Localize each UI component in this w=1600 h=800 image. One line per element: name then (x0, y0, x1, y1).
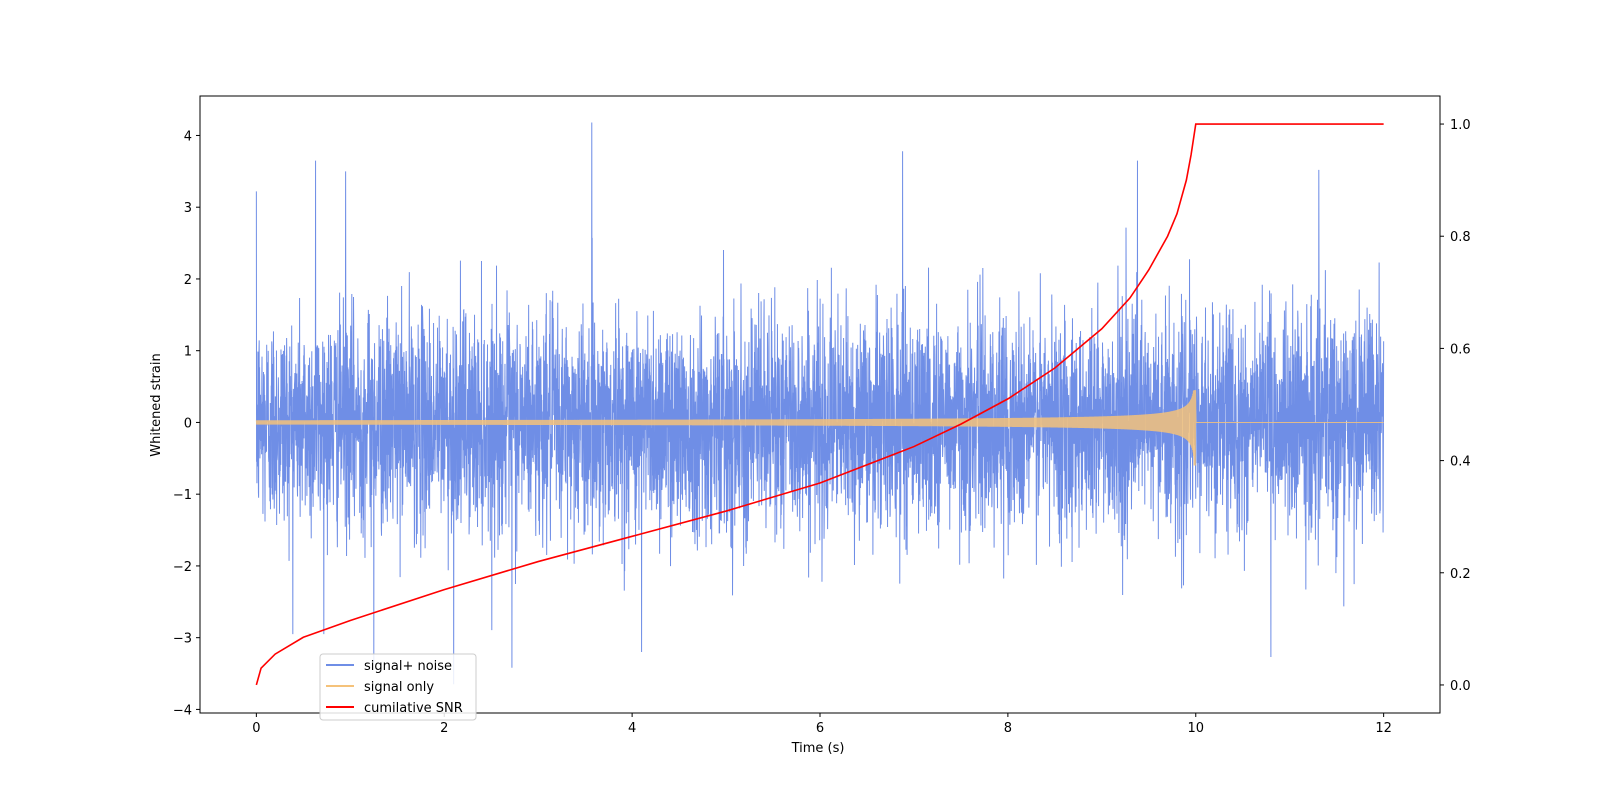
legend-label-cumulative-snr: cumilative SNR (364, 701, 463, 716)
y-tick-label: 0 (184, 416, 192, 431)
y-axis-label: Whitened strain (149, 353, 164, 456)
y-tick-label: 3 (184, 201, 192, 216)
y-tick-label: 4 (184, 129, 192, 144)
series-signal-only (255, 390, 1384, 466)
y-axis-right: 0.0 0.2 0.4 0.6 0.8 1.0 (1440, 118, 1471, 694)
y-tick-label: 1 (184, 345, 192, 360)
y2-tick-label: 0.0 (1450, 679, 1471, 694)
y-tick-label: −3 (173, 632, 192, 647)
line-signal-only (255, 390, 1384, 466)
legend-box (319, 653, 477, 721)
x-tick-label: 4 (628, 721, 636, 736)
y-tick-label: −1 (173, 488, 192, 503)
series-cumulative-snr (255, 123, 1384, 686)
legend-label-signal-plus-noise: signal+ noise (364, 659, 452, 674)
legend-label-signal-only: signal only (364, 680, 434, 695)
line-cumulative-snr (255, 123, 1384, 686)
x-tick-label: 10 (1187, 721, 1204, 736)
y-tick-label: −2 (173, 560, 192, 575)
plot-area (255, 122, 1385, 686)
y-tick-label: 2 (184, 273, 192, 288)
series-signal-plus-noise (255, 122, 1385, 685)
x-tick-label: 0 (252, 721, 260, 736)
y2-tick-label: 0.4 (1450, 455, 1471, 470)
y-tick-label: −4 (173, 703, 192, 718)
x-axis-label: Time (s) (791, 741, 845, 756)
x-tick-label: 8 (1004, 721, 1012, 736)
y-axis-left: −4 −3 −2 −1 0 1 2 3 4 (173, 129, 200, 718)
y2-tick-label: 0.6 (1450, 342, 1471, 357)
x-tick-label: 12 (1375, 721, 1392, 736)
y2-tick-label: 0.8 (1450, 230, 1471, 245)
line-signal-plus-noise (255, 122, 1385, 685)
legend: signal+ noise signal only cumilative SNR (319, 653, 477, 721)
x-tick-label: 6 (816, 721, 824, 736)
y2-tick-label: 1.0 (1450, 118, 1471, 133)
y2-tick-label: 0.2 (1450, 567, 1471, 582)
x-tick-label: 2 (440, 721, 448, 736)
